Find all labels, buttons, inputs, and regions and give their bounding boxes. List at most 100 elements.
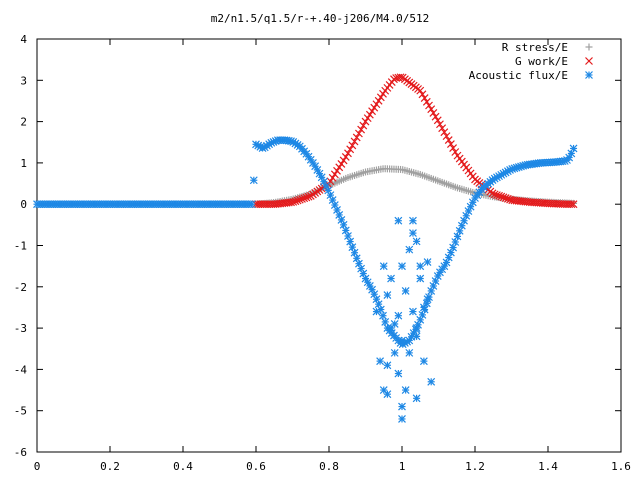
- axes: [36, 38, 622, 453]
- data-point: [423, 295, 432, 304]
- data-point: [438, 124, 447, 133]
- data-point: [425, 101, 433, 110]
- data-point: [420, 94, 429, 102]
- data-point: [337, 159, 346, 168]
- data-point: [499, 193, 508, 202]
- data-point: [419, 303, 428, 312]
- data-point: [495, 191, 504, 200]
- data-point: [330, 170, 339, 179]
- data-point: [328, 173, 337, 182]
- data-point: [374, 96, 383, 105]
- data-point: [346, 145, 355, 154]
- data-point: [497, 192, 506, 201]
- legend-marker: [585, 71, 593, 79]
- data-point: [333, 166, 341, 175]
- data-point: [376, 93, 385, 102]
- data-point: [361, 117, 370, 126]
- data-point: [492, 191, 501, 200]
- data-point: [405, 348, 414, 357]
- y-tick-label: -1: [14, 240, 27, 253]
- data-point: [488, 189, 497, 198]
- data-point: [427, 377, 436, 386]
- data-point: [442, 132, 451, 141]
- data-point: [365, 110, 374, 119]
- series-extra-points: [372, 216, 436, 423]
- data-point: [390, 348, 399, 357]
- data-point: [569, 200, 578, 209]
- data-point: [376, 357, 385, 366]
- data-point: [422, 97, 431, 106]
- data-point: [412, 324, 421, 333]
- y-tick-label: -6: [14, 446, 27, 459]
- x-tick-label: 1.6: [611, 460, 631, 473]
- data-point: [372, 100, 381, 109]
- y-tick-label: -4: [14, 363, 28, 376]
- data-point: [247, 200, 256, 209]
- y-tick-label: -2: [14, 281, 27, 294]
- data-point: [381, 317, 390, 326]
- data-point: [390, 75, 398, 84]
- data-point: [412, 394, 421, 403]
- data-point: [436, 120, 444, 129]
- data-point: [416, 274, 425, 283]
- data-point: [335, 211, 344, 219]
- x-tick-label: 0: [34, 460, 41, 473]
- data-point: [394, 216, 403, 225]
- data-point: [427, 105, 436, 114]
- data-point: [394, 369, 403, 378]
- data-point: [398, 415, 406, 423]
- data-point: [416, 86, 425, 95]
- data-point: [394, 311, 403, 320]
- data-point: [295, 195, 304, 204]
- data-point: [372, 307, 381, 316]
- x-tick-label: 1.2: [465, 460, 485, 473]
- data-point: [359, 121, 368, 130]
- data-point: [398, 336, 406, 345]
- data-point: [409, 307, 417, 316]
- data-point: [383, 390, 392, 399]
- legend-label: Acoustic flux/E: [469, 69, 568, 82]
- series-g-work-e: [252, 73, 578, 209]
- data-point: [451, 148, 460, 156]
- y-tick-label: 4: [20, 33, 27, 46]
- x-tick-label: 1.4: [538, 460, 558, 473]
- data-point: [363, 114, 372, 123]
- data-point: [300, 194, 309, 203]
- data-point: [370, 103, 379, 112]
- data-point: [396, 73, 405, 82]
- chart-title: m2/n1.5/q1.5/r-+.40-j206/M4.0/512: [211, 12, 430, 25]
- data-point: [383, 291, 392, 299]
- data-point: [423, 258, 432, 266]
- data-point: [379, 311, 387, 320]
- y-tick-label: -3: [14, 322, 27, 335]
- data-point: [287, 198, 295, 207]
- y-tick-label: 3: [20, 74, 27, 87]
- data-point: [446, 140, 455, 148]
- data-point: [368, 107, 376, 116]
- series-layer: [33, 73, 578, 423]
- data-point: [440, 128, 449, 137]
- y-tick-label: 1: [20, 157, 27, 170]
- data-point: [433, 116, 442, 125]
- data-point: [355, 129, 363, 138]
- data-point: [344, 232, 352, 240]
- data-point: [567, 200, 576, 209]
- x-tick-label: 0.4: [173, 460, 193, 473]
- ticks: 0 0.2 0.4 0.6 0.8 1 1.2 1.4 1.6 -6 -5 -4 -3 -2 -1 0 1 2 3 4: [14, 33, 631, 473]
- legend-marker: [585, 43, 593, 51]
- data-point: [418, 90, 427, 99]
- data-point: [350, 137, 359, 146]
- data-point: [409, 229, 417, 238]
- y-tick-label: 0: [20, 198, 27, 211]
- data-point: [405, 245, 414, 254]
- data-point: [449, 144, 458, 152]
- data-point: [401, 386, 410, 394]
- data-point: [416, 262, 425, 271]
- data-point: [409, 216, 417, 225]
- x-tick-label: 0.6: [246, 460, 266, 473]
- x-tick-label: 1: [399, 460, 406, 473]
- legend-marker: [585, 57, 593, 65]
- data-point: [401, 287, 410, 295]
- x-tick-label: 0.8: [319, 460, 339, 473]
